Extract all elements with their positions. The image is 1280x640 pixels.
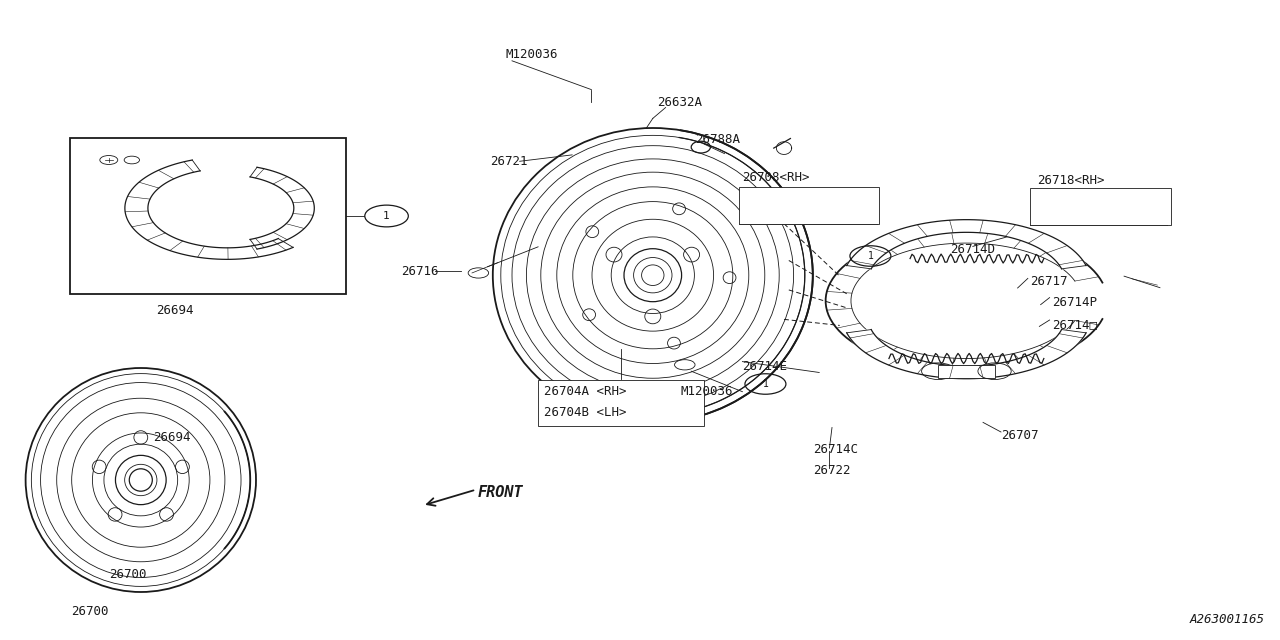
Polygon shape [846,330,1087,379]
Text: 26718A <LH>: 26718A <LH> [1044,196,1126,209]
Text: A263001165: A263001165 [1189,613,1265,626]
Text: 26788A: 26788A [695,133,740,146]
Text: 26704B <LH>: 26704B <LH> [544,406,626,419]
Text: 26714D: 26714D [950,243,995,256]
Text: FRONT: FRONT [477,485,524,500]
Text: 26718<RH>: 26718<RH> [1037,174,1105,187]
Text: 26700: 26700 [109,568,146,581]
Text: 1: 1 [383,211,390,221]
Text: 26694: 26694 [154,431,191,444]
Text: 26717: 26717 [1030,275,1068,288]
Text: 1: 1 [868,251,873,261]
Bar [938,365,995,378]
Bar [1030,188,1171,225]
Text: M120036: M120036 [681,385,733,398]
Polygon shape [125,160,293,259]
Text: 26707: 26707 [1001,429,1038,442]
Text: 26700: 26700 [70,605,109,618]
Bar [538,380,704,426]
Bar [739,187,879,224]
Text: M120036: M120036 [506,48,558,61]
Text: 26714P: 26714P [1052,296,1097,309]
Text: 26694: 26694 [156,304,193,317]
Text: 26714C: 26714C [813,443,858,456]
Text: 1: 1 [763,379,768,389]
Text: 26714E: 26714E [742,360,787,373]
Text: 26721: 26721 [490,155,527,168]
Polygon shape [250,167,315,249]
Text: 26704A <RH>: 26704A <RH> [544,385,626,398]
Text: 26716: 26716 [401,265,438,278]
Text: 26722: 26722 [813,464,850,477]
Text: 26708A <LH>: 26708A <LH> [755,193,837,206]
Polygon shape [846,220,1087,269]
Text: 26632A: 26632A [657,96,701,109]
Text: 26708<RH>: 26708<RH> [742,172,810,184]
Bar [70,138,346,294]
Text: 26714□: 26714□ [1052,318,1097,331]
